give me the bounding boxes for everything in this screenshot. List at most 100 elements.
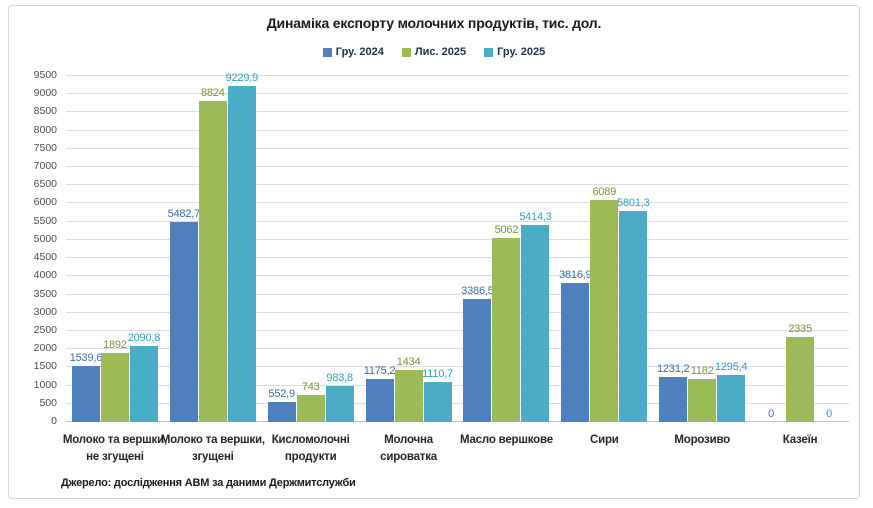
category-label-line: Молочна [384, 434, 433, 446]
bar: 3386,5 [461, 285, 494, 422]
bar-value-label: 1539,6 [69, 351, 103, 364]
bar: 5062 [492, 224, 521, 422]
legend-label: Гру. 2025 [497, 46, 546, 58]
category-label: Казеїн [751, 432, 849, 467]
bar-value-label: 0 [768, 408, 775, 420]
bar: 6089 [590, 186, 619, 422]
bar: 1182 [688, 365, 717, 422]
category-label-line: Сири [589, 434, 619, 446]
chart-title: Динаміка експорту молочних продуктів, ти… [266, 15, 602, 31]
category-label-line: Масло вершкове [459, 434, 553, 446]
plot-area: 0 500 1000 1500 2000 2500 3000 3500 4000 4500 5000… [34, 69, 849, 427]
bar: 5482,7 [168, 208, 200, 422]
category-label-line: Казеїн [782, 434, 818, 446]
y-tick-label: 4500 [33, 251, 57, 264]
y-tick-label: 8500 [33, 105, 57, 118]
bar: 1434 [394, 356, 423, 422]
gridline: 7500 [34, 142, 849, 154]
gridline: 2500 [34, 324, 849, 336]
gridline: 4500 [34, 251, 849, 263]
category-label: Кисломолочні продукти [262, 432, 360, 467]
legend-marker-icon [484, 47, 494, 57]
bar: 1231,2 [657, 363, 690, 422]
gridline: 2000 [34, 342, 849, 354]
gridline: 6000 [34, 196, 849, 208]
bar: 8824 [198, 87, 227, 422]
bar: 1539,6 [70, 352, 102, 422]
bar-value-label: 552,9 [268, 387, 295, 400]
gridline: 3000 [34, 306, 849, 318]
category-label: Молоко та вершки, не згущені [63, 432, 167, 467]
x-axis-line: 0 [51, 415, 849, 427]
bar-value-label: 3386,5 [461, 284, 494, 297]
gridline: 5000 [34, 233, 849, 245]
bar: 5414,3 [519, 211, 552, 422]
bar: 1175,2 [364, 365, 396, 422]
y-tick-label: 2500 [33, 323, 57, 336]
bar-value-label: 1295,4 [714, 360, 748, 373]
bar-value-label: 3816,9 [559, 269, 592, 281]
category-label: Молочна сироватка [360, 432, 458, 467]
category-label-line: згущені [191, 451, 234, 464]
chart-frame: Динаміка експорту молочних продуктів, ти… [8, 5, 860, 499]
gridline: 1500 [34, 360, 849, 372]
y-tick-label: 8000 [33, 123, 57, 136]
bar-group: 3816,9 6089 5801,3 [555, 76, 653, 422]
legend-item-lys-2025: Лис. 2025 [401, 46, 467, 58]
category-label: Морозиво [653, 432, 751, 467]
y-tick-label: 1000 [33, 378, 57, 391]
gridline: 4000 [34, 269, 849, 281]
bar-groups: 1539,6 1892 2090,8 5482,7 8824 9229,9 552,9 743… [66, 72, 849, 422]
y-tick-label: 6500 [33, 178, 57, 191]
gridline: 9500 [34, 69, 849, 81]
legend-item-gru-2025: Гру. 2025 [484, 46, 545, 58]
y-tick-label: 7000 [33, 160, 57, 173]
gridline: 1000 [34, 379, 849, 391]
category-label-line: сироватка [380, 451, 437, 464]
category-label-line: Морозиво [674, 434, 730, 446]
y-tick-label: 5500 [33, 214, 57, 227]
bar-value-label: 8824 [200, 86, 225, 99]
source-note: Джерело: дослідження АВМ за даними Держм… [61, 477, 356, 489]
gridline: 500 [39, 397, 849, 409]
gridline: 6500 [34, 178, 849, 190]
y-tick-label: 9500 [33, 69, 57, 81]
category-label: Масло вершкове [458, 432, 556, 467]
y-tick-label: 5000 [33, 232, 57, 245]
bar-group: 3386,5 5062 5414,3 [458, 76, 556, 422]
bar: 2335 [786, 323, 815, 422]
bar: 9229,9 [226, 72, 258, 422]
y-tick-label: 3000 [33, 305, 57, 318]
bar-value-label: 2090,8 [127, 331, 161, 344]
category-label-line: Молоко та вершки, [160, 434, 265, 446]
gridline: 5500 [34, 215, 849, 227]
y-tick-label: 9000 [33, 87, 57, 100]
y-tick-label: 0 [51, 415, 57, 427]
y-tick-label: 2000 [33, 342, 57, 355]
gridline: 8000 [34, 124, 849, 136]
bar-value-label: 6089 [592, 186, 617, 199]
bar-value-label: 1892 [103, 339, 127, 352]
bar-value-label: 5062 [494, 223, 519, 236]
legend-marker-icon [322, 47, 332, 57]
bar-value-label: 2335 [788, 322, 812, 335]
category-label-line: не згущені [86, 451, 144, 464]
category-label: Молоко та вершки, згущені [160, 432, 265, 467]
bar-group: 0 2335 0 [751, 76, 849, 422]
bar-group: 1539,6 1892 2090,8 [66, 76, 164, 422]
category-label-line: продукти [284, 451, 337, 464]
legend-item-gru-2024: Гру. 2024 [322, 46, 384, 58]
legend-marker-icon [401, 47, 411, 57]
bar-group: 1175,2 1434 1110,7 [360, 76, 458, 422]
legend-label: Лис. 2025 [414, 46, 467, 58]
bar-value-label: 5801,3 [617, 196, 650, 209]
bar: 3816,9 [559, 269, 592, 422]
gridline: 9000 [34, 87, 849, 99]
bar-value-label: 1182 [690, 364, 714, 377]
bar-value-label: 743 [301, 380, 320, 393]
y-tick-label: 6000 [33, 196, 57, 209]
bar: 1295,4 [715, 361, 748, 422]
gridline: 8500 [34, 105, 849, 117]
bar-group: 552,9 743 983,8 [262, 76, 360, 422]
